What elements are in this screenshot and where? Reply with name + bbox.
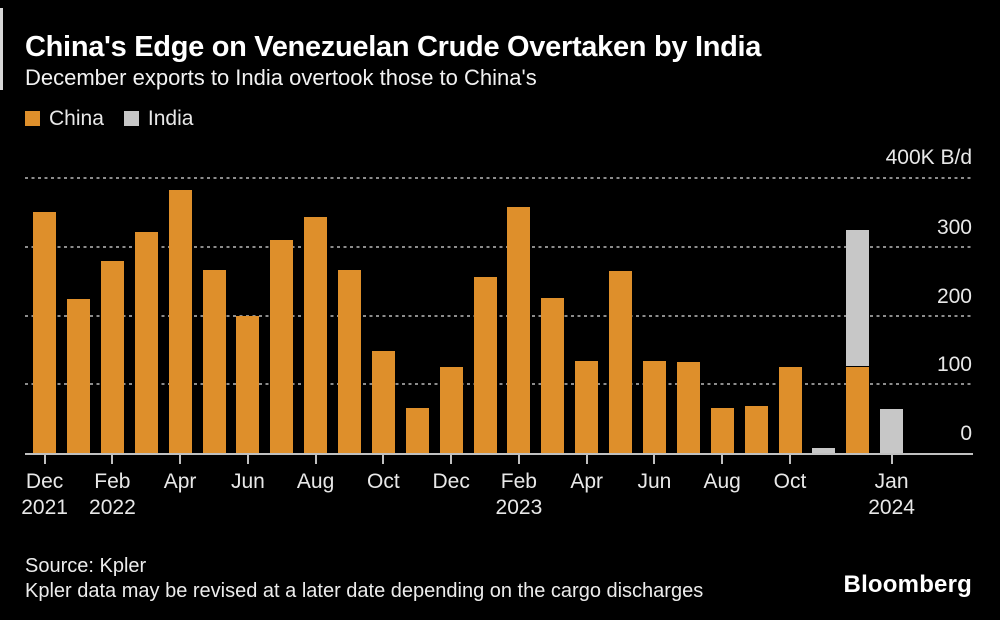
india-swatch-icon [123,111,139,126]
bar-china-apr-2023 [575,361,599,453]
gridline-100 [25,383,973,386]
x-tick-label-jun-2023: Jun [637,470,672,493]
x-tick-dec-2022 [450,455,453,464]
x-tick-label-apr-2022: Apr [163,470,197,493]
y-axis-unit-label: 400K B/d [885,146,972,169]
bar-china-feb-2022 [100,260,124,453]
x-tick-apr-2022 [179,455,182,464]
x-tick-label-oct-2023: Oct [773,470,807,493]
x-tick-jun-2022 [246,455,249,464]
footnote-text: Kpler data may be revised at a later dat… [25,580,704,602]
x-tick-label-oct-2022: Oct [367,470,400,493]
source-text: Source: Kpler [25,555,147,577]
legend-label-india: India [147,107,194,130]
x-year-label-2024: 2024 [868,496,915,519]
legend: China India [25,107,213,130]
bar-china-sep-2023 [744,406,768,453]
x-tick-oct-2022 [382,455,385,464]
bar-china-feb-2023 [507,207,531,453]
gridline-300 [25,245,973,248]
china-swatch-icon [25,111,40,126]
x-year-label-2022: 2022 [89,496,136,519]
bar-china-jun-2022 [236,315,260,453]
x-tick-apr-2023 [585,455,588,464]
legend-item-india: India [123,107,194,130]
bar-china-oct-2022 [371,350,395,453]
x-tick-label-dec-2022: Dec [432,470,470,493]
y-tick-label-200: 200 [936,284,972,308]
bar-india-jan-2024 [880,409,904,453]
x-tick-label-apr-2023: Apr [570,470,604,493]
legend-label-china: China [49,107,104,130]
bar-china-sep-2022 [338,270,361,453]
bar-china-aug-2022 [304,216,328,453]
x-tick-jan-2024 [890,455,893,464]
x-tick-dec-2021 [43,455,46,464]
x-tick-label-aug-2023: Aug [703,470,741,493]
y-tick-label-300: 300 [936,215,972,239]
x-tick-label-feb-2023: Feb [500,470,537,493]
y-tick-label-0: 0 [960,422,972,445]
bar-china-jun-2023 [642,361,666,453]
bloomberg-logo: Bloomberg [843,571,972,598]
bar-china-apr-2022 [168,190,192,453]
bar-china-may-2023 [609,271,633,453]
chart-subtitle: December exports to India overtook those… [25,65,537,90]
bar-china-oct-2023 [778,366,802,453]
bar-china-mar-2022 [134,231,158,453]
gridline-200 [25,314,973,317]
gridline-400 [25,177,973,180]
bar-china-jul-2022 [270,240,294,453]
left-edge-artifact [0,8,3,90]
x-axis-baseline [25,453,973,455]
chart-title: China's Edge on Venezuelan Crude Overtak… [25,31,762,63]
x-year-label-2023: 2023 [495,496,543,519]
bar-china-dec-2022 [439,367,463,453]
bar-india-nov-2023 [812,447,836,453]
x-tick-label-jan-2024: Jan [874,470,909,493]
x-tick-label-aug-2022: Aug [296,470,335,493]
bar-china-jul-2023 [676,362,700,453]
x-tick-aug-2022 [314,455,317,464]
bar-china-aug-2023 [710,407,734,453]
x-tick-label-jun-2022: Jun [230,470,265,493]
y-tick-label-100: 100 [936,353,972,377]
bar-china-jan-2023 [473,276,497,453]
x-tick-jun-2023 [653,455,656,464]
bar-india-dec-2023 [846,229,870,367]
x-tick-oct-2023 [789,455,791,464]
x-tick-feb-2023 [517,455,520,464]
bar-china-dec-2023 [846,366,870,453]
bar-china-nov-2022 [405,408,429,453]
bar-china-may-2022 [202,270,226,453]
bar-china-mar-2023 [541,297,565,453]
x-tick-label-feb-2022: Feb [94,470,131,493]
legend-item-china: China [25,107,104,130]
bar-china-jan-2022 [67,299,90,453]
x-tick-feb-2022 [111,455,114,464]
x-tick-aug-2023 [721,455,724,464]
bar-china-dec-2021 [33,212,57,453]
x-year-label-2021: 2021 [21,496,68,519]
x-tick-label-dec-2021: Dec [25,470,64,493]
